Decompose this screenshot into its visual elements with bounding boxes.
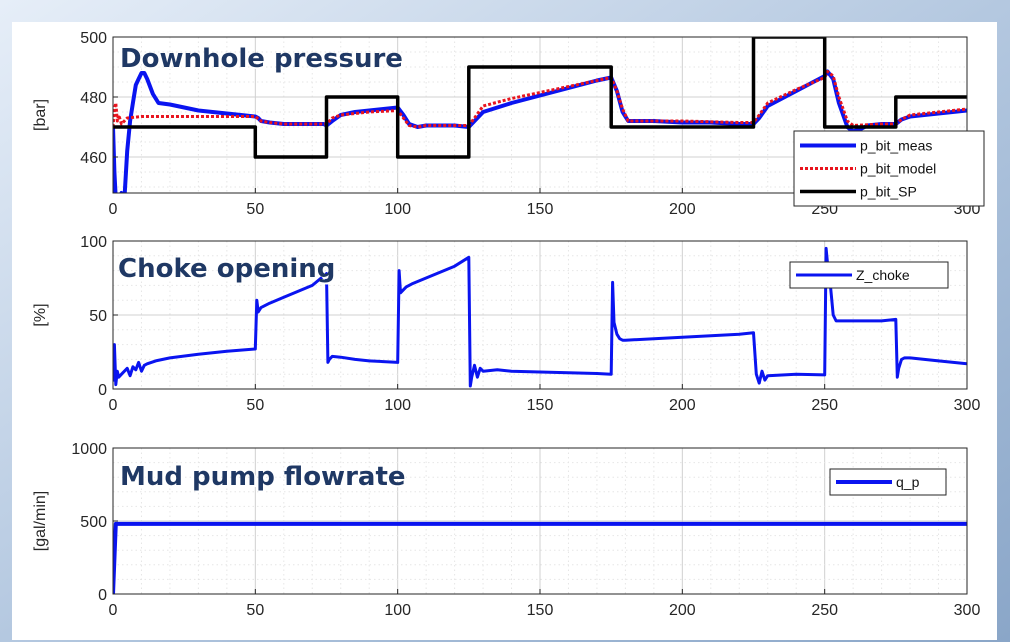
y-tick-label: 100 <box>80 234 107 251</box>
legend-entry: p_bit_SP <box>860 184 917 200</box>
x-tick-label: 150 <box>527 397 554 414</box>
y-tick-label: 500 <box>80 514 107 531</box>
x-tick-label: 200 <box>669 201 696 218</box>
y-axis-label: [bar] <box>32 99 49 131</box>
x-tick-label: 250 <box>811 602 838 619</box>
series-Z_choke <box>113 246 967 388</box>
title-shadow: Choke opening <box>120 256 337 286</box>
x-tick-label: 100 <box>384 397 411 414</box>
series-p_bit_model <box>113 70 967 129</box>
y-tick-label: 460 <box>80 150 107 167</box>
x-tick-label: 50 <box>246 201 264 218</box>
y-tick-label: 1000 <box>71 441 107 458</box>
x-tick-label: 50 <box>246 397 264 414</box>
y-tick-label: 0 <box>98 587 107 604</box>
x-tick-label: 300 <box>954 602 981 619</box>
legend: q_p <box>829 468 947 496</box>
legend-entry: p_bit_model <box>860 161 936 177</box>
series-q_p <box>113 521 967 594</box>
grid <box>113 448 967 594</box>
x-tick-label: 300 <box>954 397 981 414</box>
panel-1: 0 50 100 150 200 250 300460480500[bar]p_bit_me… <box>32 30 985 218</box>
x-tick-label: 100 <box>384 602 411 619</box>
y-axis-label: [%] <box>32 303 49 326</box>
panel-3: 0 50 100 150 200 250 300 0 500 1000 [gal/min] q_p Mu… <box>32 441 980 619</box>
x-tick-label: 150 <box>527 602 554 619</box>
y-tick-label: 500 <box>80 30 107 47</box>
legend: p_bit_meas p_bit_model p_bit_SP <box>793 130 985 207</box>
x-tick-label: 0 <box>109 397 118 414</box>
x-tick-label: 200 <box>669 397 696 414</box>
x-tick-label: 100 <box>384 201 411 218</box>
chart-title: Downhole pressure <box>120 44 403 74</box>
x-tick-label: 250 <box>811 397 838 414</box>
y-tick-label: 480 <box>80 90 107 107</box>
legend-entry: q_p <box>896 474 920 490</box>
legend-entry: Z_choke <box>856 267 910 283</box>
chart-title: Mud pump flowrate <box>120 462 406 492</box>
title-shadow: Mud pump flowrate <box>122 464 408 494</box>
y-axis-label: [gal/min] <box>32 491 49 551</box>
y-tick-label: 50 <box>89 308 107 325</box>
x-tick-label: 200 <box>669 602 696 619</box>
legend-entry: p_bit_meas <box>860 138 932 154</box>
x-tick-label: 0 <box>109 602 118 619</box>
chart-title: Choke opening <box>118 254 335 284</box>
legend: Z_choke <box>789 261 949 289</box>
x-tick-label: 150 <box>527 201 554 218</box>
series-p_bit_SP <box>113 37 967 159</box>
title-shadow: Downhole pressure <box>122 46 405 76</box>
y-tick-label: 0 <box>98 382 107 399</box>
panel-2: 0 50 100 150 200 250 300 0 50 100 [%] Z_choke Choke … <box>32 234 980 414</box>
x-tick-label: 0 <box>109 201 118 218</box>
x-tick-label: 50 <box>246 602 264 619</box>
